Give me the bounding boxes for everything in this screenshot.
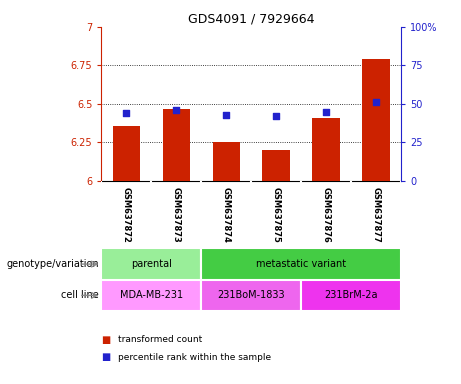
Text: GSM637876: GSM637876 (322, 187, 331, 243)
Bar (362, 59, 390, 181)
Bar (101, 248, 201, 280)
Text: GSM637873: GSM637873 (172, 187, 181, 243)
Bar (201, 248, 401, 280)
Text: transformed count: transformed count (118, 335, 202, 344)
Text: parental: parental (131, 259, 172, 269)
Point (223, 112, 230, 118)
Text: GSM637877: GSM637877 (372, 187, 381, 243)
Text: metastatic variant: metastatic variant (256, 259, 346, 269)
Bar (262, 150, 290, 181)
Bar (213, 142, 240, 181)
Point (272, 113, 280, 119)
Point (372, 99, 380, 106)
Text: genotype/variation: genotype/variation (6, 259, 99, 269)
Bar (301, 280, 401, 311)
Point (123, 110, 130, 116)
Bar (101, 280, 201, 311)
Bar (112, 126, 140, 181)
Bar (163, 109, 190, 181)
Text: GSM637872: GSM637872 (122, 187, 131, 243)
Text: percentile rank within the sample: percentile rank within the sample (118, 353, 271, 362)
Text: MDA-MB-231: MDA-MB-231 (120, 290, 183, 300)
Point (172, 107, 180, 113)
Text: GSM637875: GSM637875 (272, 187, 281, 243)
Text: ■: ■ (101, 352, 111, 362)
Text: 231BoM-1833: 231BoM-1833 (218, 290, 285, 300)
Bar (201, 280, 301, 311)
Text: cell line: cell line (61, 290, 99, 300)
Text: 231BrM-2a: 231BrM-2a (325, 290, 378, 300)
Point (322, 109, 330, 115)
Bar (313, 118, 340, 181)
Text: ■: ■ (101, 335, 111, 345)
Text: GSM637874: GSM637874 (222, 187, 231, 243)
Title: GDS4091 / 7929664: GDS4091 / 7929664 (188, 13, 314, 26)
